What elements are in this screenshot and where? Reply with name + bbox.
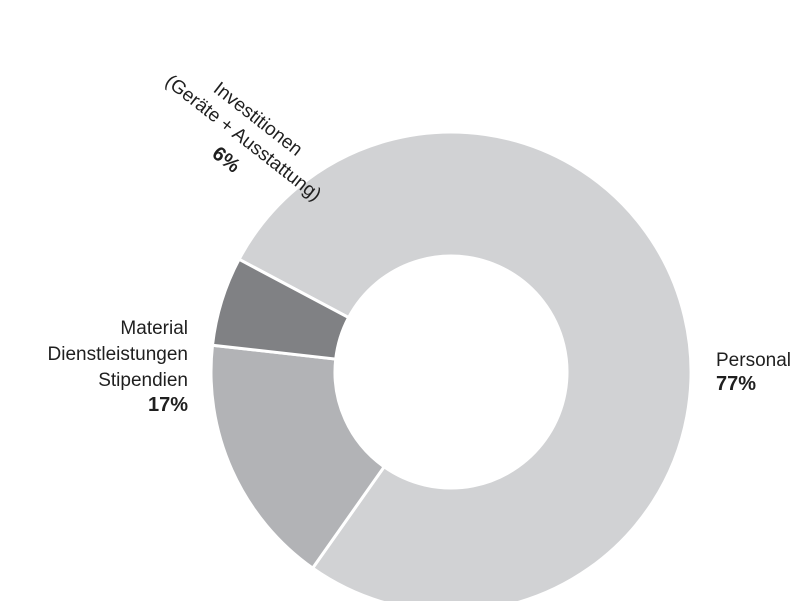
slice-value-material: 17% bbox=[148, 394, 188, 416]
slice-investitionen bbox=[210, 257, 351, 361]
slice-label-investitionen: Investitionen (Geräte + Ausstattung) 6% bbox=[161, 71, 325, 206]
slice-label-material-line-3: Stipendien bbox=[98, 370, 188, 391]
donut-slices bbox=[209, 130, 693, 601]
slice-label-material: Material Dienstleistungen Stipendien 17% bbox=[48, 318, 189, 416]
slice-value-personal: 77% bbox=[716, 373, 756, 395]
slice-label-personal: Personal 77% bbox=[716, 350, 791, 395]
slice-label-personal-line-1: Personal bbox=[716, 350, 791, 371]
slice-personal bbox=[237, 130, 693, 601]
slice-label-material-line-1: Material bbox=[120, 318, 188, 339]
slice-label-material-line-2: Dienstleistungen bbox=[48, 344, 188, 365]
slice-material bbox=[209, 343, 387, 571]
